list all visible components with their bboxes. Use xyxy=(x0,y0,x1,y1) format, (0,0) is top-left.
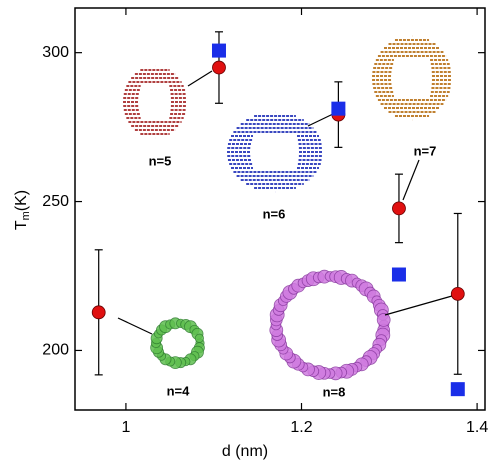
callout-line xyxy=(118,318,152,334)
point xyxy=(212,61,225,74)
point xyxy=(92,306,105,319)
y-tick-label: 300 xyxy=(42,44,69,61)
y-label-sub: m xyxy=(20,211,32,220)
point xyxy=(212,44,226,58)
point xyxy=(331,102,345,116)
annotation: n=4 xyxy=(167,383,191,398)
callout-line xyxy=(308,114,333,126)
y-label-base: T xyxy=(13,220,30,230)
callout-line xyxy=(188,71,212,86)
y-label-unit: (K) xyxy=(13,190,30,211)
y-axis-label: Tm(K) xyxy=(13,190,32,230)
y-tick-label: 250 xyxy=(42,193,69,210)
annotation: n=7 xyxy=(414,143,437,158)
callout-line xyxy=(403,160,419,200)
annotation: n=6 xyxy=(263,206,286,221)
x-axis-label: d (nm) xyxy=(222,443,268,460)
atom xyxy=(377,313,390,326)
point xyxy=(451,287,464,300)
chart: n=4 n=5 n=6 n=7 n=8 d (nm) Tm(K) 1 1.2 1.4… xyxy=(0,0,494,465)
y-tick-label: 200 xyxy=(42,342,69,359)
point xyxy=(392,268,406,282)
atom xyxy=(195,334,203,342)
annotation: n=5 xyxy=(149,153,172,168)
point xyxy=(451,382,465,396)
x-tick-label: 1 xyxy=(121,419,130,436)
x-tick-label: 1.4 xyxy=(466,419,488,436)
x-tick-label: 1.2 xyxy=(290,419,312,436)
annotation: n=8 xyxy=(323,384,346,399)
callout-line xyxy=(385,296,452,315)
point xyxy=(392,202,405,215)
